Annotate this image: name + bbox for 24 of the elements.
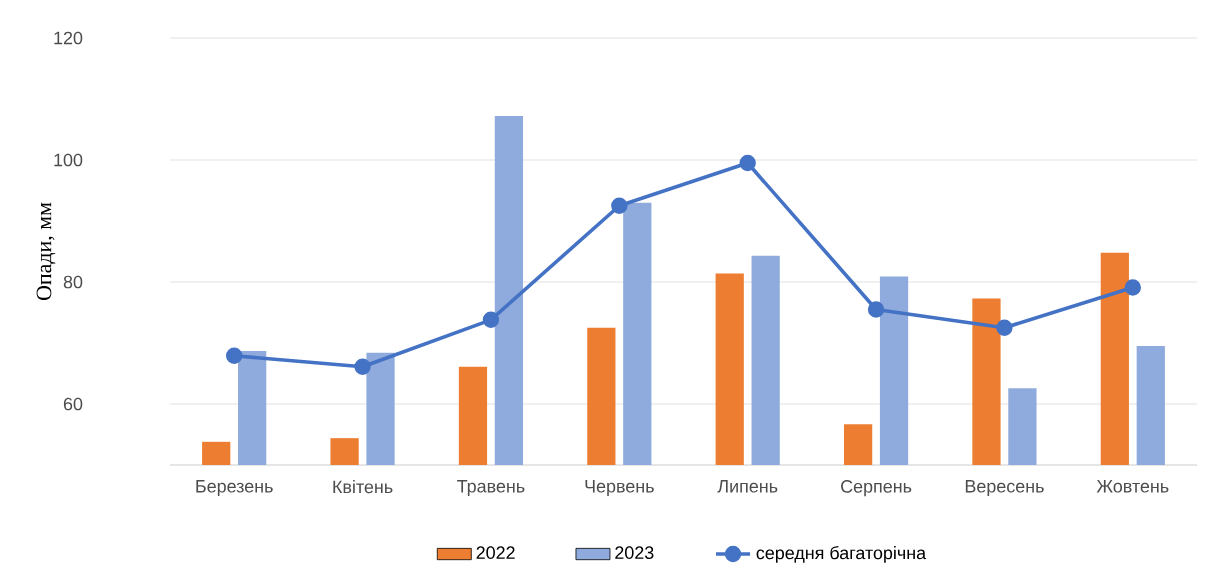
x-tick-label: Червень (585, 480, 654, 497)
x-tick-label: Травень (457, 480, 525, 497)
point (482, 311, 500, 329)
point (354, 358, 371, 375)
x-tick-label: Жовтень (1096, 480, 1169, 493)
x-tick-label: Липень (717, 480, 778, 493)
legend-label: середня багаторічна (756, 545, 927, 563)
x-tick-label: Вересень (965, 480, 1044, 497)
x-tick-label: Березень (196, 480, 273, 497)
y-tick-label: 100 (54, 153, 83, 167)
y-tick-label: 80 (63, 275, 83, 289)
point (739, 154, 756, 172)
point (1124, 279, 1142, 296)
y-tick-label: 120 (54, 31, 83, 45)
legend-label: 2023 (615, 546, 654, 559)
legend-label: 2022 (476, 546, 515, 559)
x-tick-label: Квітень (333, 480, 393, 494)
point (996, 319, 1013, 336)
x-tick-label: Серпень (841, 480, 912, 497)
point (225, 347, 243, 365)
y-tick-label: 60 (63, 397, 83, 411)
y-axis-title: Опади, мм (36, 202, 56, 301)
point (611, 197, 628, 214)
point (867, 301, 885, 318)
